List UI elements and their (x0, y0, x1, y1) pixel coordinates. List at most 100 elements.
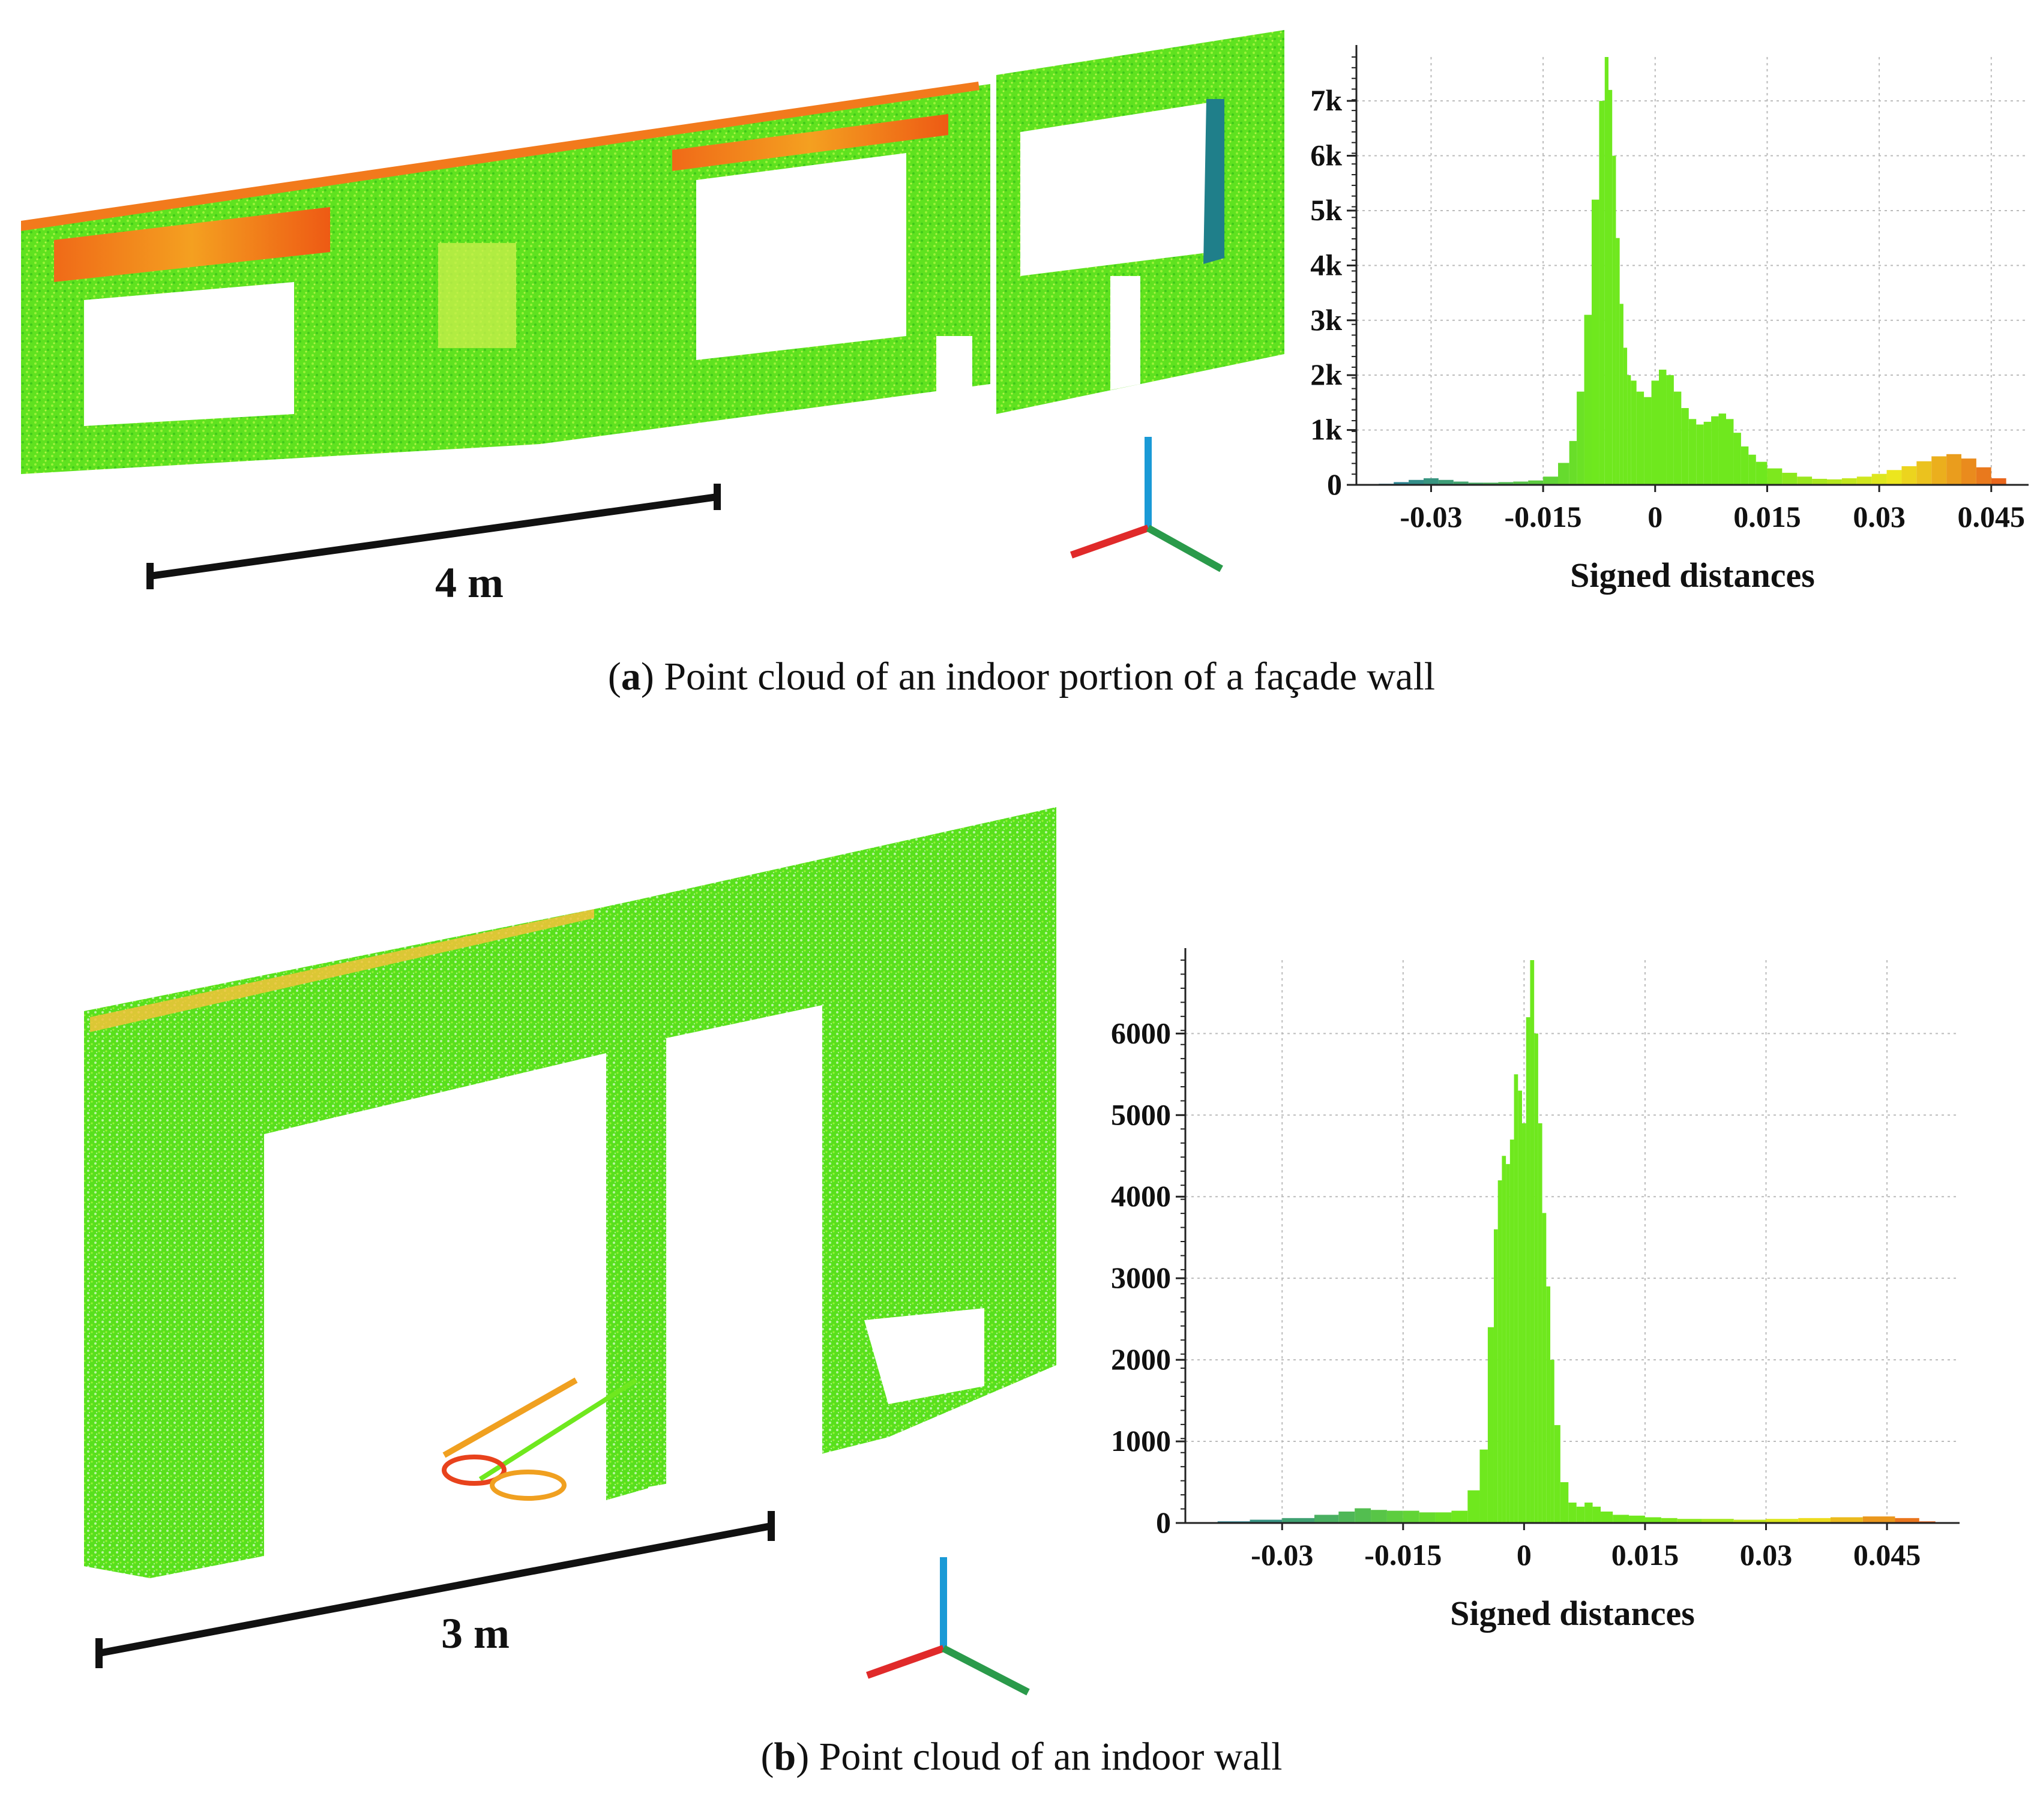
hist-b-bar (1550, 1360, 1554, 1523)
scale-label-b: 3 m (441, 1609, 510, 1657)
panel-a: 4 m -0.03 -0.015 0 0.015 0.03 0.045 0 1k 2k 3k 4k 5… (0, 0, 2043, 780)
hist-b-bar (1526, 1017, 1530, 1523)
hist-a-bar (1513, 481, 1529, 485)
hist-b-bar (1403, 1510, 1419, 1523)
hist-b-bar (1895, 1518, 1919, 1523)
axis-triad-b (865, 1557, 1030, 1696)
hist-b-bar (1487, 1327, 1494, 1523)
hist-a-bar (1681, 408, 1689, 485)
hist-b-bar (1677, 1519, 1701, 1523)
hist-a-bar (1812, 478, 1827, 485)
hist-a-y-tick-label: 3k (1310, 303, 1342, 337)
hist-a-x-tick-label: -0.03 (1400, 500, 1462, 533)
caption-b: (b) Point cloud of an indoor wall (760, 1735, 1283, 1779)
hist-a-bar (1558, 463, 1569, 485)
hist-b-bar (1509, 1140, 1514, 1523)
hist-a-bar (1616, 238, 1620, 485)
hist-a-bar (1703, 421, 1712, 485)
axis-triad-a (1070, 437, 1223, 572)
hist-a-bar (1651, 380, 1659, 485)
hist-a-y-tick-label: 6k (1310, 139, 1342, 172)
hist-a-x-tick-label: 0.015 (1733, 500, 1801, 533)
hist-a-bar (1644, 397, 1652, 485)
hist-a-bar (1782, 472, 1798, 485)
hist-a-bar (1733, 433, 1741, 485)
hist-b-bar (1601, 1511, 1613, 1523)
hist-b-y-tick-label: 4000 (1111, 1179, 1171, 1213)
hist-a-bar (1696, 424, 1704, 485)
hist-a-xlabel: Signed distances (1570, 556, 1815, 595)
hist-a-bar (1726, 419, 1734, 485)
hist-a-bar (1631, 380, 1637, 485)
point-cloud-b (84, 807, 1056, 1584)
hist-a-bar (1623, 347, 1628, 485)
hist-b-bar (1542, 1213, 1547, 1523)
hist-a-bar (1886, 470, 1902, 485)
hist-b-bar (1733, 1519, 1766, 1523)
hist-b-bar (1451, 1510, 1468, 1523)
hist-a-bar (1599, 101, 1605, 485)
hist-a-bar (1577, 391, 1584, 485)
hist-a-bar (1569, 440, 1577, 485)
hist-b-bar (1798, 1518, 1831, 1523)
hist-a-x-tick-label: 0.045 (1958, 500, 2026, 533)
hist-b-bar (1538, 1123, 1542, 1523)
hist-a-bar (1627, 375, 1631, 485)
hist-a-bar (1718, 413, 1726, 485)
hist-b-xlabel: Signed distances (1450, 1594, 1695, 1633)
caption-a: (a) Point cloud of an indoor portion of … (607, 655, 1436, 698)
hist-b-bar (1766, 1519, 1799, 1523)
hist-b-bar (1338, 1511, 1355, 1523)
hist-b-bar (1518, 1090, 1523, 1523)
hist-a-bar (1409, 479, 1424, 485)
hist-a-y-tick-label: 4k (1310, 248, 1342, 281)
hist-b-x-tick-label: 0.015 (1611, 1538, 1679, 1572)
panel-b-figure: 3 m -0.03 -0.015 0 0.015 0.03 0.045 0 1000 2000 3… (84, 807, 1960, 1696)
caption-b-letter: b (774, 1735, 796, 1779)
hist-b-bar (1467, 1490, 1480, 1523)
hist-a-y-tick-label: 5k (1310, 193, 1342, 227)
hist-b-bar (1371, 1510, 1387, 1523)
hist-b-bar (1546, 1286, 1551, 1523)
hist-a-bar (1612, 155, 1616, 485)
hist-b-bar (1554, 1425, 1560, 1523)
hist-a-x-tick-label: 0 (1647, 500, 1662, 533)
hist-a-bar (1961, 458, 1976, 485)
hist-a-bar (1797, 476, 1813, 485)
hist-a-bar (1673, 391, 1682, 485)
hist-a-bar (1741, 446, 1749, 485)
histogram-a: -0.03 -0.015 0 0.015 0.03 0.045 0 1k 2k 3k 4k 5k 6k 7… (1310, 45, 2029, 595)
hist-b-x-tick-label: 0.045 (1853, 1538, 1921, 1572)
hist-b-bar (1644, 1517, 1661, 1523)
hist-b-y-tick-label: 1000 (1111, 1424, 1171, 1458)
panel-a-figure: 4 m -0.03 -0.015 0 0.015 0.03 0.045 0 1k 2k 3k 4k 5… (21, 30, 2029, 607)
scale-bar-b: 3 m (95, 1511, 775, 1668)
hist-a-bar (1608, 89, 1613, 485)
hist-a-x-tick-label: -0.015 (1505, 500, 1582, 533)
hist-a-bar (1827, 479, 1842, 485)
hist-a-bar (1584, 314, 1592, 485)
hist-a-bar (1424, 478, 1439, 485)
hist-a-bar (1688, 419, 1697, 485)
hist-a-y-tick-label: 7k (1310, 83, 1342, 117)
scale-label-a: 4 m (435, 559, 504, 607)
hist-b-bar (1576, 1506, 1585, 1523)
hist-a-y-tick-label: 2k (1310, 358, 1342, 391)
hist-b-x-tick-label: 0 (1517, 1538, 1532, 1572)
hist-b-bar (1560, 1482, 1569, 1523)
hist-b-bar (1831, 1517, 1863, 1523)
hist-a-bar (1976, 467, 1991, 485)
hist-a-bar (1946, 454, 1961, 485)
hist-a-bar (1483, 482, 1499, 485)
hist-a-bar (1636, 391, 1644, 485)
hist-b-bar (1592, 1506, 1601, 1523)
hist-b-y-tick-label: 2000 (1111, 1342, 1171, 1376)
hist-a-bar (1931, 456, 1947, 485)
panel-b: 3 m -0.03 -0.015 0 0.015 0.03 0.045 0 1000 2000 3… (0, 780, 2043, 1820)
hist-b-bar (1522, 1123, 1526, 1523)
hist-b-y-tick-label: 5000 (1111, 1098, 1171, 1131)
caption-a-text: Point cloud of an indoor portion of a fa… (664, 655, 1436, 698)
hist-b-bar (1497, 1180, 1502, 1523)
hist-b-bar (1534, 1033, 1538, 1523)
hist-b-x-tick-label: 0.03 (1740, 1538, 1793, 1572)
